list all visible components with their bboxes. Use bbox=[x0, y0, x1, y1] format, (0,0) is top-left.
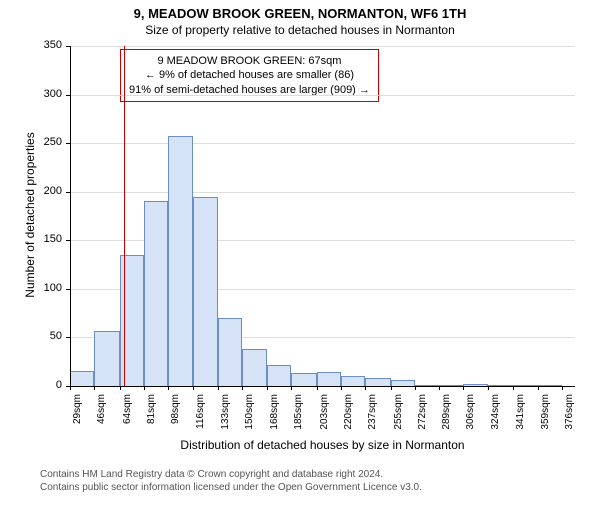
chart-subtitle: Size of property relative to detached ho… bbox=[0, 23, 600, 37]
ytick-label: 0 bbox=[32, 379, 62, 391]
plot-area bbox=[70, 46, 575, 386]
xtick-label: 289sqm bbox=[441, 394, 452, 444]
xtick-mark bbox=[218, 386, 219, 390]
ytick-label: 50 bbox=[32, 330, 62, 342]
xtick-mark bbox=[193, 386, 194, 390]
xtick-label: 341sqm bbox=[515, 394, 526, 444]
xtick-label: 203sqm bbox=[319, 394, 330, 444]
xtick-mark bbox=[415, 386, 416, 390]
xtick-mark bbox=[391, 386, 392, 390]
xtick-label: 64sqm bbox=[122, 394, 133, 444]
xtick-mark bbox=[538, 386, 539, 390]
xtick-mark bbox=[291, 386, 292, 390]
xtick-label: 168sqm bbox=[269, 394, 280, 444]
xtick-mark bbox=[439, 386, 440, 390]
histogram-bar bbox=[267, 365, 291, 386]
histogram-bar bbox=[291, 373, 317, 386]
xtick-label: 272sqm bbox=[417, 394, 428, 444]
xtick-label: 324sqm bbox=[490, 394, 501, 444]
xtick-label: 376sqm bbox=[564, 394, 575, 444]
xtick-mark bbox=[488, 386, 489, 390]
gridline bbox=[70, 95, 575, 96]
xtick-mark bbox=[144, 386, 145, 390]
xtick-label: 116sqm bbox=[195, 394, 206, 444]
xtick-label: 98sqm bbox=[170, 394, 181, 444]
histogram-bar bbox=[193, 197, 217, 386]
gridline bbox=[70, 46, 575, 47]
xtick-mark bbox=[562, 386, 563, 390]
xtick-mark bbox=[267, 386, 268, 390]
marker-line bbox=[124, 46, 125, 386]
histogram-bar bbox=[242, 349, 268, 386]
xtick-label: 359sqm bbox=[540, 394, 551, 444]
histogram-bar bbox=[70, 371, 94, 386]
chart-title: 9, MEADOW BROOK GREEN, NORMANTON, WF6 1T… bbox=[0, 6, 600, 21]
xtick-label: 306sqm bbox=[465, 394, 476, 444]
xtick-mark bbox=[70, 386, 71, 390]
ytick-label: 350 bbox=[32, 39, 62, 51]
xtick-label: 185sqm bbox=[293, 394, 304, 444]
xtick-mark bbox=[242, 386, 243, 390]
xtick-mark bbox=[317, 386, 318, 390]
histogram-bar bbox=[218, 318, 242, 386]
ytick-label: 100 bbox=[32, 282, 62, 294]
xtick-label: 29sqm bbox=[72, 394, 83, 444]
ytick-label: 150 bbox=[32, 233, 62, 245]
y-axis bbox=[70, 46, 71, 386]
xtick-mark bbox=[168, 386, 169, 390]
xtick-label: 237sqm bbox=[367, 394, 378, 444]
ytick-label: 250 bbox=[32, 136, 62, 148]
histogram-bar bbox=[94, 331, 120, 386]
xtick-mark bbox=[463, 386, 464, 390]
xtick-mark bbox=[94, 386, 95, 390]
footer-line2: Contains public sector information licen… bbox=[40, 481, 422, 494]
gridline bbox=[70, 143, 575, 144]
ytick-label: 200 bbox=[32, 185, 62, 197]
xtick-label: 255sqm bbox=[393, 394, 404, 444]
histogram-bar bbox=[144, 201, 168, 386]
footer-attribution: Contains HM Land Registry data © Crown c… bbox=[40, 468, 422, 494]
histogram-bar bbox=[168, 136, 194, 386]
histogram-bar bbox=[365, 378, 391, 386]
xtick-label: 220sqm bbox=[343, 394, 354, 444]
xtick-mark bbox=[365, 386, 366, 390]
histogram-bar bbox=[317, 372, 341, 386]
ytick-label: 300 bbox=[32, 88, 62, 100]
xtick-label: 150sqm bbox=[244, 394, 255, 444]
gridline bbox=[70, 192, 575, 193]
xtick-label: 81sqm bbox=[146, 394, 157, 444]
x-axis bbox=[70, 386, 575, 387]
xtick-mark bbox=[513, 386, 514, 390]
xtick-label: 133sqm bbox=[220, 394, 231, 444]
xtick-label: 46sqm bbox=[96, 394, 107, 444]
xtick-mark bbox=[120, 386, 121, 390]
histogram-bar bbox=[341, 376, 365, 386]
xtick-mark bbox=[341, 386, 342, 390]
footer-line1: Contains HM Land Registry data © Crown c… bbox=[40, 468, 422, 481]
